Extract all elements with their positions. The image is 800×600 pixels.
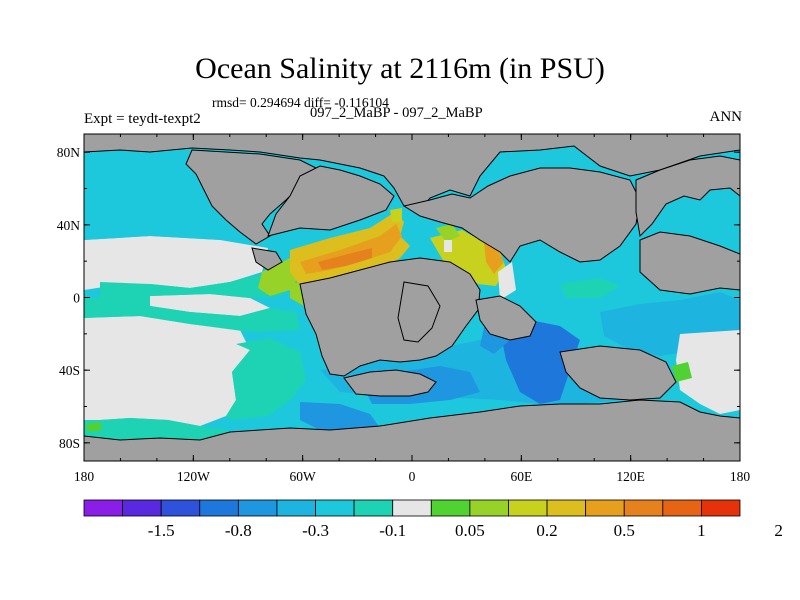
field-teal-southeast-pacific bbox=[226, 338, 306, 420]
lon-label: 120W bbox=[177, 469, 210, 484]
land-central-america bbox=[251, 247, 283, 271]
lat-label: 0 bbox=[73, 291, 80, 306]
colorbar-swatch bbox=[546, 499, 587, 517]
colorbar-swatch bbox=[662, 499, 702, 517]
field-green-sw-patch bbox=[86, 422, 102, 432]
colorbar-swatch bbox=[623, 499, 664, 517]
field-green-east-patch2 bbox=[672, 362, 692, 382]
land-australia bbox=[559, 345, 677, 401]
land-pacific-east bbox=[639, 231, 740, 295]
field-white-pacific-south bbox=[84, 316, 250, 426]
field-teal-east-patch bbox=[560, 278, 620, 298]
colorbar-label: 1 bbox=[697, 521, 706, 540]
colorbar-swatch bbox=[276, 499, 316, 517]
land-greenland-europe bbox=[267, 165, 395, 237]
field-blue-south-west bbox=[300, 402, 380, 432]
case-title: 097_2_MaBP - 097_2_MaBP bbox=[310, 105, 483, 121]
map-plot-area bbox=[84, 134, 740, 461]
lon-label: 180 bbox=[730, 469, 751, 484]
lon-label: 120E bbox=[616, 469, 645, 484]
colorbar-swatch bbox=[199, 499, 239, 517]
colorbar-swatch bbox=[353, 499, 394, 517]
land-africa-south-america bbox=[299, 257, 481, 377]
map-title: Ocean Salinity at 2116m (in PSU) bbox=[195, 52, 605, 85]
field-white-east bbox=[498, 262, 516, 300]
lat-label: 40S bbox=[59, 363, 80, 378]
colorbar-swatch bbox=[585, 499, 625, 517]
field-white-pacific-north bbox=[84, 236, 268, 290]
field-orange-east bbox=[484, 242, 504, 274]
land-asia bbox=[402, 167, 641, 263]
field-white-small bbox=[444, 240, 452, 252]
colorbar-swatch bbox=[237, 499, 278, 517]
field-orange-core bbox=[318, 248, 372, 270]
season-label: ANN bbox=[709, 109, 743, 125]
colorbar-swatch bbox=[392, 499, 432, 517]
colorbar-swatch bbox=[469, 499, 509, 517]
colorbar-label: 0.05 bbox=[455, 521, 485, 540]
field-yellow-north-patch bbox=[390, 208, 402, 222]
land-south-block bbox=[343, 369, 437, 397]
colorbar-swatch bbox=[122, 499, 162, 517]
colorbar-swatch bbox=[315, 499, 355, 517]
colorbar-label: 0.5 bbox=[614, 521, 635, 540]
field-white-east bbox=[676, 330, 740, 414]
land-antarctica bbox=[84, 399, 740, 461]
lat-label: 40N bbox=[57, 218, 81, 233]
field-blue-south-indian bbox=[500, 320, 580, 404]
land-masses bbox=[84, 134, 740, 461]
lon-label: 60E bbox=[510, 469, 532, 484]
lon-label: 0 bbox=[409, 469, 416, 484]
colorbar-swatch bbox=[83, 499, 123, 517]
field-green-east-patch bbox=[436, 224, 460, 242]
land-asia-east bbox=[635, 155, 740, 238]
colorbar-label: 0.2 bbox=[536, 521, 557, 540]
longitude-ticks: 180 120W 60W 0 60E 120E 180 bbox=[74, 134, 751, 484]
colorbar-swatch bbox=[430, 499, 471, 517]
latitude-ticks: 80N 40N 0 40S 80S bbox=[57, 145, 740, 451]
lat-label: 80S bbox=[59, 436, 80, 451]
colorbar-label: -0.8 bbox=[225, 521, 252, 540]
colorbar: -1.5 -0.8 -0.3 -0.1 0.05 0.2 0.5 1 2 bbox=[83, 499, 783, 540]
colorbar-swatch bbox=[160, 499, 201, 517]
colorbar-label: -0.3 bbox=[302, 521, 329, 540]
field-teal-equatorial-pacific bbox=[100, 262, 300, 298]
lat-label: 80N bbox=[57, 145, 81, 160]
land-africa-interior bbox=[397, 281, 441, 343]
field-teal-southern bbox=[84, 418, 240, 446]
field-teal-south-eq bbox=[84, 296, 300, 332]
colorbar-label: -1.5 bbox=[148, 521, 175, 540]
stats-text: rmsd= 0.294694 diff= -0.116104 bbox=[212, 95, 389, 110]
experiment-label: Expt = teydt-texpt2 bbox=[84, 111, 201, 127]
colorbar-swatch bbox=[701, 499, 741, 517]
lon-label: 180 bbox=[74, 469, 95, 484]
land-india bbox=[475, 295, 537, 341]
colorbar-swatch bbox=[508, 499, 548, 517]
colorbar-label: 2 bbox=[774, 521, 783, 540]
lon-label: 60W bbox=[290, 469, 317, 484]
colorbar-label: -0.1 bbox=[379, 521, 406, 540]
